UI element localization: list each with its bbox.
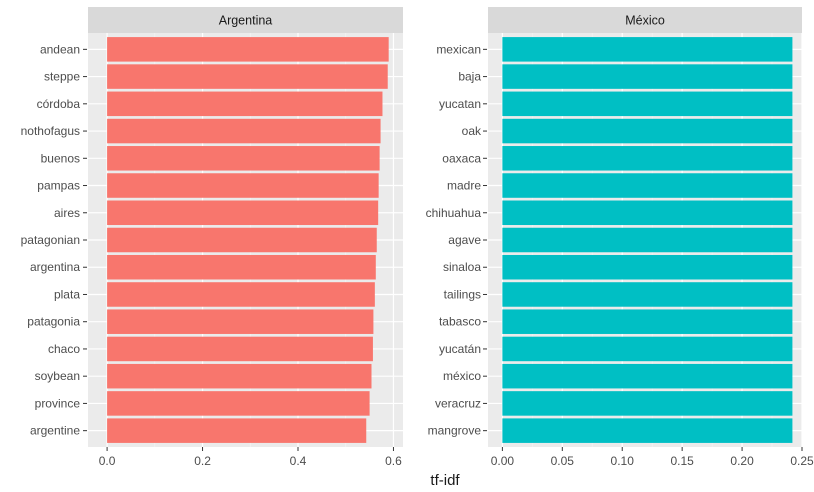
facet-title: México: [625, 14, 665, 28]
bar-tabasco: [502, 309, 793, 334]
x-tick-label: 0.6: [385, 454, 402, 468]
y-tick-label: tailings: [444, 287, 481, 301]
x-axis-title: tf-idf: [430, 472, 460, 489]
x-tick-label: 0.0: [99, 454, 116, 468]
y-tick-label: steppe: [44, 70, 80, 84]
bar-soybean: [107, 363, 372, 389]
y-tick-label: plata: [54, 287, 80, 301]
y-tick-label: méxico: [443, 369, 481, 383]
y-tick-label: pampas: [37, 179, 80, 193]
y-tick-label: mangrove: [428, 424, 482, 438]
bar-agave: [502, 227, 793, 253]
bar-córdoba: [107, 91, 383, 117]
bar-mexican: [502, 37, 793, 62]
y-tick-label: andean: [40, 42, 80, 56]
y-tick-label: yucatán: [439, 342, 481, 356]
x-tick-label: 0.15: [670, 454, 694, 468]
bar-plata: [107, 282, 375, 307]
bar-baja: [502, 64, 793, 89]
x-tick-label: 0.2: [194, 454, 211, 468]
x-tick-label: 0.25: [790, 454, 814, 468]
x-tick-label: 0.4: [290, 454, 307, 468]
bar-aires: [107, 200, 379, 226]
bar-tailings: [502, 282, 793, 307]
y-tick-label: chihuahua: [426, 206, 482, 220]
bar-argentina: [107, 254, 376, 280]
bar-steppe: [107, 64, 388, 89]
bar-chaco: [107, 336, 373, 362]
bar-oaxaca: [502, 146, 793, 171]
y-tick-label: mexican: [436, 42, 481, 56]
bar-oak: [502, 118, 793, 144]
y-tick-label: baja: [458, 70, 481, 84]
bar-patagonian: [107, 227, 377, 253]
y-tick-label: oaxaca: [442, 151, 481, 165]
bar-sinaloa: [502, 254, 793, 280]
y-tick-label: soybean: [35, 369, 80, 383]
y-tick-label: chaco: [48, 342, 80, 356]
y-tick-label: veracruz: [435, 396, 481, 410]
y-tick-label: tabasco: [439, 315, 481, 329]
x-tick-label: 0.05: [551, 454, 575, 468]
bar-mangrove: [502, 418, 793, 443]
y-tick-label: patagonian: [21, 233, 80, 247]
bar-andean: [107, 37, 389, 62]
x-tick-label: 0.10: [611, 454, 635, 468]
y-tick-label: buenos: [41, 151, 80, 165]
x-tick-label: 0.00: [491, 454, 515, 468]
x-tick-label: 0.20: [730, 454, 754, 468]
y-tick-label: aires: [54, 206, 80, 220]
bar-méxico: [502, 363, 793, 389]
bar-argentine: [107, 418, 367, 443]
y-tick-label: province: [35, 396, 81, 410]
bar-yucatan: [502, 91, 793, 117]
y-tick-label: córdoba: [37, 97, 81, 111]
bar-province: [107, 391, 370, 416]
facet-title: Argentina: [219, 14, 273, 28]
facet-strip: [488, 7, 802, 33]
bar-buenos: [107, 146, 380, 171]
bar-madre: [502, 173, 793, 198]
y-tick-label: patagonia: [27, 315, 80, 329]
bar-veracruz: [502, 391, 793, 416]
bar-yucatán: [502, 336, 793, 362]
bar-chihuahua: [502, 200, 793, 226]
y-tick-label: sinaloa: [443, 260, 481, 274]
y-tick-label: oak: [462, 124, 482, 138]
facet-strip: [88, 7, 403, 33]
y-tick-label: yucatan: [439, 97, 481, 111]
bar-patagonia: [107, 309, 374, 334]
bar-pampas: [107, 173, 379, 198]
y-tick-label: argentina: [30, 260, 80, 274]
y-tick-label: agave: [448, 233, 481, 247]
y-tick-label: madre: [447, 179, 481, 193]
bar-nothofagus: [107, 118, 381, 144]
y-tick-label: argentine: [30, 424, 80, 438]
y-tick-label: nothofagus: [21, 124, 80, 138]
